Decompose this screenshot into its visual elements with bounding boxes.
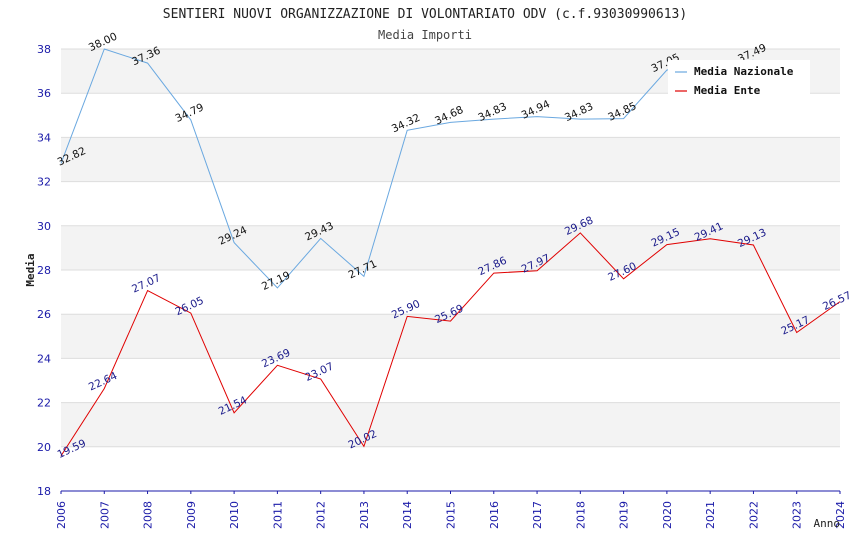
x-tick-label: 2022 xyxy=(747,501,760,529)
legend-label-media-ente: Media Ente xyxy=(694,84,761,97)
x-tick-label: 2012 xyxy=(315,501,328,529)
y-tick-label: 24 xyxy=(37,352,51,365)
series-line-media-nazionale xyxy=(60,48,754,289)
grid-band xyxy=(61,446,840,491)
y-tick-label: 28 xyxy=(37,264,51,277)
grid-band xyxy=(61,93,840,138)
x-axis-label: Anno xyxy=(814,517,841,530)
x-tick-label: 2009 xyxy=(185,501,198,529)
y-tick-label: 22 xyxy=(37,397,51,410)
y-tick-label: 18 xyxy=(37,485,51,498)
series-lines xyxy=(60,48,841,457)
x-tick-label: 2006 xyxy=(55,501,68,529)
y-tick-label: 36 xyxy=(37,87,51,100)
x-tick-label: 2008 xyxy=(142,501,155,529)
x-tick-label: 2007 xyxy=(98,501,111,529)
legend-box xyxy=(668,60,810,96)
x-tick-label: 2013 xyxy=(358,501,371,529)
y-axis-ticks: 18 20 22 24 26 28 30 32 34 36 38 xyxy=(37,43,51,498)
x-tick-label: 2017 xyxy=(531,501,544,529)
grid-band xyxy=(61,358,840,403)
y-tick-label: 38 xyxy=(37,43,51,56)
grid-bands xyxy=(61,49,840,491)
chart-subtitle: Media Importi xyxy=(378,28,472,42)
x-axis-ticks: 2006 2007 2008 2009 2010 2011 2012 2013 2014 2015… xyxy=(55,491,847,529)
grid-band xyxy=(61,270,840,315)
y-tick-label: 26 xyxy=(37,308,51,321)
x-tick-label: 2023 xyxy=(791,501,804,529)
x-tick-label: 2011 xyxy=(271,501,284,529)
y-tick-label: 32 xyxy=(37,176,51,189)
x-tick-label: 2021 xyxy=(704,501,717,529)
x-tick-label: 2015 xyxy=(445,501,458,529)
chart-title: SENTIERI NUOVI ORGANIZZAZIONE DI VOLONTA… xyxy=(163,7,687,22)
x-tick-label: 2016 xyxy=(488,501,501,529)
grid-band xyxy=(61,181,840,226)
legend: Media Nazionale Media Ente xyxy=(668,60,810,97)
x-tick-label: 2019 xyxy=(618,501,631,529)
x-tick-label: 2014 xyxy=(401,501,414,529)
grid-band xyxy=(61,137,840,182)
x-tick-label: 2024 xyxy=(834,501,847,529)
x-tick-label: 2010 xyxy=(228,501,241,529)
y-tick-label: 30 xyxy=(37,220,51,233)
x-tick-label: 2020 xyxy=(661,501,674,529)
series-line-media-ente xyxy=(60,232,841,457)
grid-band xyxy=(61,402,840,447)
grid-band xyxy=(61,225,840,270)
legend-label-media-nazionale: Media Nazionale xyxy=(694,65,794,78)
y-tick-label: 34 xyxy=(37,131,51,144)
y-axis-label: Media xyxy=(24,253,37,286)
y-tick-label: 20 xyxy=(37,441,51,454)
x-tick-label: 2018 xyxy=(574,501,587,529)
